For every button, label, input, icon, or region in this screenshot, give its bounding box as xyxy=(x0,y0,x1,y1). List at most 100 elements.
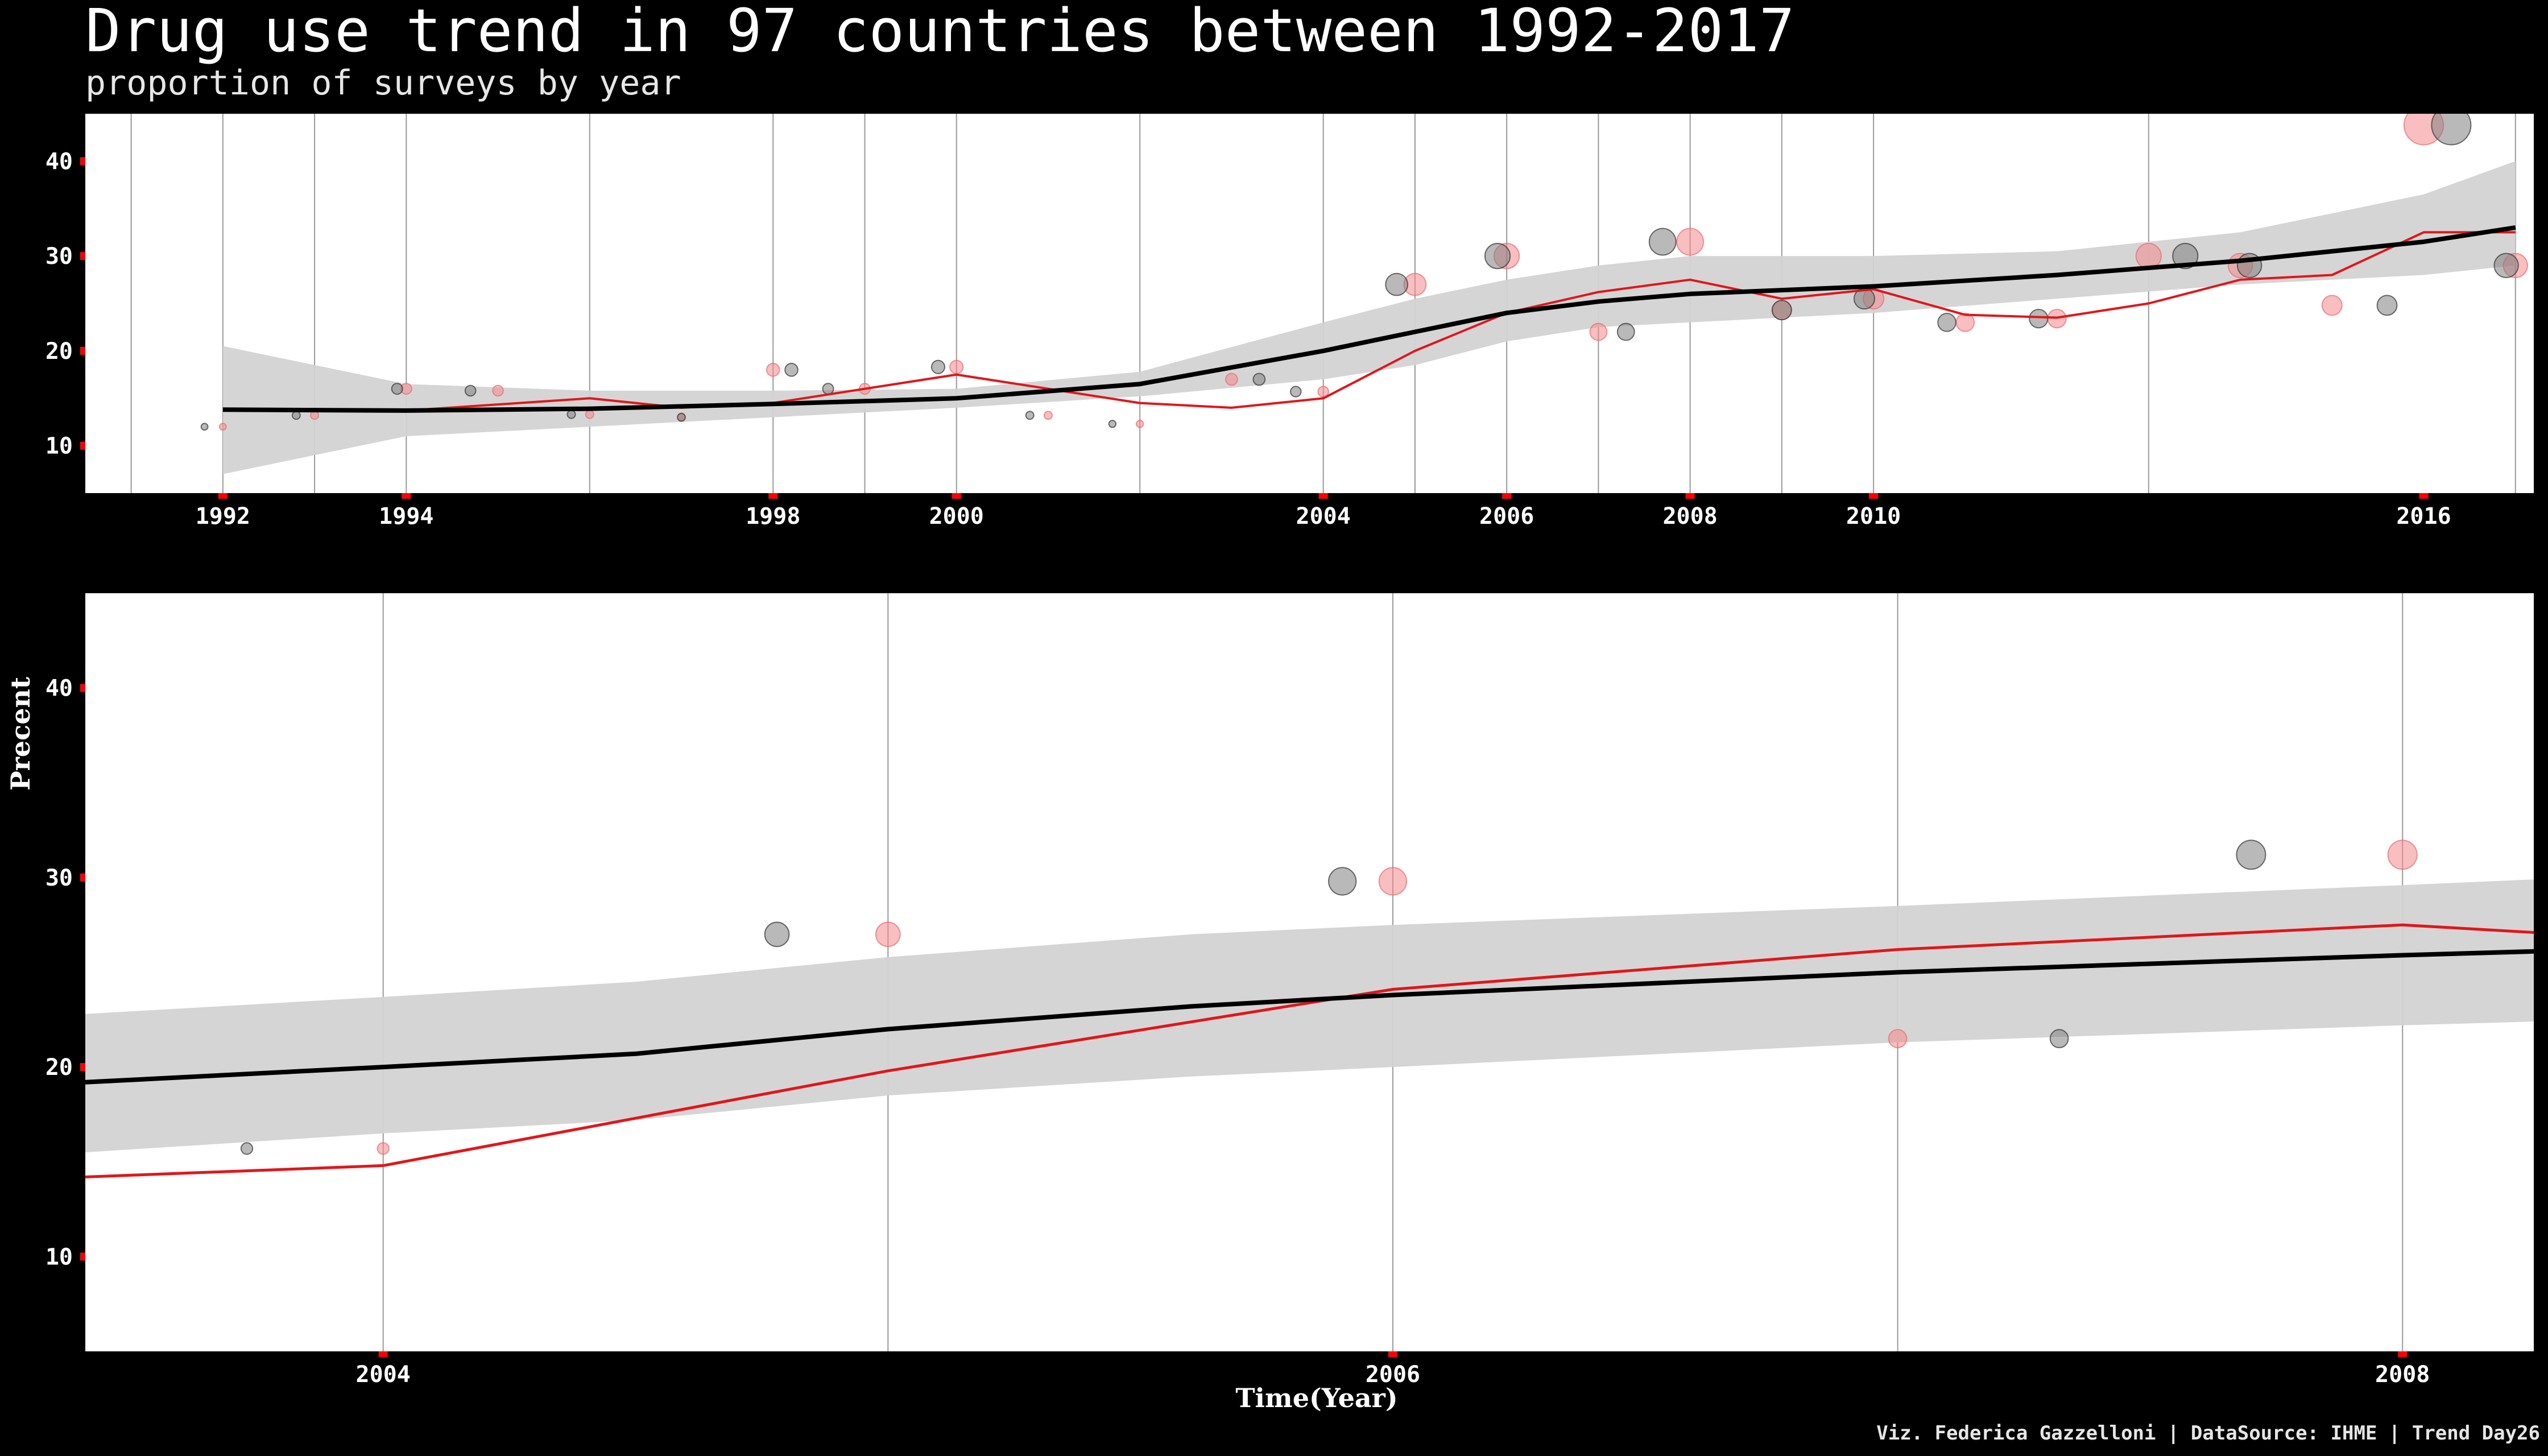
zoom-point-series-1 xyxy=(875,921,901,948)
zoom-x-tick-label: 2004 xyxy=(356,1362,411,1388)
overview-x-tick-label: 1998 xyxy=(746,503,800,530)
overview-point-series-2 xyxy=(1771,300,1792,321)
overview-point-series-2 xyxy=(291,411,301,420)
overview-y-tick-mark xyxy=(80,346,85,355)
overview-point-series-2 xyxy=(1937,313,1956,332)
overview-y-tick-label: 20 xyxy=(46,338,73,365)
overview-point-series-2 xyxy=(1616,322,1635,341)
zoom-panel: 10 20 30 40 2004 2006 2008 xyxy=(46,593,2534,1388)
zoom-point-series-1 xyxy=(1378,867,1408,896)
x-axis-title: Time(Year) xyxy=(1235,1383,1397,1413)
zoom-y-tick-label: 10 xyxy=(46,1244,73,1270)
overview-point-series-1 xyxy=(2321,295,2343,316)
overview-point-series-1 xyxy=(1676,228,1705,256)
overview-x-tick-label: 1994 xyxy=(379,503,433,530)
overview-x-tick-mark xyxy=(2419,493,2429,499)
overview-panel-background xyxy=(85,114,2534,493)
overview-y-tick-mark xyxy=(80,157,85,166)
overview-y-tick-mark xyxy=(80,441,85,450)
overview-x-tick-label: 2006 xyxy=(1479,503,1534,530)
overview-x-tick-mark xyxy=(1318,493,1328,499)
zoom-y-tick-mark xyxy=(80,1063,85,1072)
overview-point-series-2 xyxy=(2431,114,2472,146)
overview-x-tick-mark xyxy=(1685,493,1695,499)
overview-point-series-2 xyxy=(200,423,209,431)
overview-point-series-1 xyxy=(949,359,964,374)
overview-point-series-2 xyxy=(566,410,576,419)
overview-x-tick-mark xyxy=(1502,493,1512,499)
overview-x-tick-mark xyxy=(952,493,961,499)
overview-point-series-2 xyxy=(2376,295,2398,316)
overview-point-series-2 xyxy=(930,359,946,374)
overview-point-series-2 xyxy=(2493,253,2519,278)
overview-point-series-1 xyxy=(1225,373,1238,386)
zoom-point-series-1 xyxy=(2387,839,2418,870)
overview-point-series-1 xyxy=(310,411,320,420)
zoom-x-tick-label: 2006 xyxy=(1366,1362,1420,1388)
zoom-point-series-2 xyxy=(2049,1029,2069,1049)
overview-point-series-2 xyxy=(1025,411,1035,420)
overview-x-tick-mark xyxy=(768,493,778,499)
zoom-point-series-2 xyxy=(240,1142,254,1155)
zoom-y-tick-mark xyxy=(80,873,85,882)
zoom-x-tick-mark xyxy=(2398,1351,2408,1357)
overview-point-series-1 xyxy=(492,384,504,397)
overview-x-tick-label: 2008 xyxy=(1662,503,1717,530)
overview-y-tick-label: 10 xyxy=(46,433,73,460)
overview-point-series-2 xyxy=(784,362,799,377)
overview-point-series-1 xyxy=(1043,411,1053,420)
zoom-x-tick-label: 2008 xyxy=(2375,1362,2430,1388)
overview-plot-area xyxy=(130,114,2528,493)
overview-x-tick-label: 2000 xyxy=(929,503,984,530)
zoom-loess-line xyxy=(85,923,2534,1178)
overview-x-tick-label: 2016 xyxy=(2396,503,2451,530)
overview-point-series-2 xyxy=(1648,228,1677,256)
overview-x-tick-label: 2010 xyxy=(1846,503,1901,530)
overview-y-tick-mark xyxy=(80,252,85,260)
zoom-point-series-1 xyxy=(377,1142,390,1155)
overview-point-series-2 xyxy=(464,384,477,397)
zoom-y-tick-mark xyxy=(80,1252,85,1261)
overview-x-tick-mark xyxy=(218,493,228,499)
overview-point-series-2 xyxy=(1484,243,1511,270)
zoom-trend-line xyxy=(85,949,2534,1085)
overview-point-series-1 xyxy=(1317,386,1329,398)
overview-point-series-1 xyxy=(218,423,227,431)
overview-x-tick-label: 1992 xyxy=(196,503,250,530)
zoom-point-series-2 xyxy=(2236,839,2266,870)
overview-point-series-2 xyxy=(822,383,834,395)
zoom-y-tick-label: 20 xyxy=(46,1054,73,1081)
zoom-y-tick-label: 40 xyxy=(46,676,73,702)
overview-y-tick-label: 40 xyxy=(46,148,73,175)
chart-title: Drug use trend in 97 countries between 1… xyxy=(85,0,1795,65)
overview-point-series-2 xyxy=(1290,386,1302,398)
overview-panel: 10 20 30 40 1992 1994 1998 2000 2004 2006 2008 2010… xyxy=(46,114,2534,530)
overview-point-series-1 xyxy=(1589,322,1608,341)
overview-point-series-1 xyxy=(1136,420,1144,428)
overview-x-tick-label: 2004 xyxy=(1296,503,1351,530)
y-axis-title: Precent xyxy=(5,676,36,791)
credit-caption: Viz. Federica Gazzelloni | DataSource: I… xyxy=(1876,1422,2540,1445)
overview-x-tick-mark xyxy=(1869,493,1879,499)
overview-point-series-1 xyxy=(2135,243,2162,270)
zoom-point-series-2 xyxy=(1328,867,1357,896)
zoom-y-tick-label: 30 xyxy=(46,865,73,891)
overview-point-series-1 xyxy=(766,362,780,377)
overview-point-series-1 xyxy=(585,410,594,419)
zoom-y-tick-mark xyxy=(80,684,85,692)
zoom-point-series-1 xyxy=(1888,1029,1908,1049)
zoom-plot-area xyxy=(85,593,2534,1351)
chart-subtitle: proportion of surveys by year xyxy=(85,63,681,103)
overview-trend-line xyxy=(222,225,2516,413)
overview-point-series-2 xyxy=(1252,373,1266,386)
zoom-x-tick-mark xyxy=(378,1351,388,1357)
overview-confidence-ribbon xyxy=(222,161,2516,474)
overview-point-series-2 xyxy=(1108,420,1117,428)
zoom-point-series-2 xyxy=(764,921,790,948)
overview-point-series-2 xyxy=(2029,309,2049,329)
overview-x-tick-mark xyxy=(402,493,411,499)
zoom-x-tick-mark xyxy=(1388,1351,1397,1357)
overview-point-series-2 xyxy=(677,412,686,422)
overview-point-series-2 xyxy=(391,383,403,395)
